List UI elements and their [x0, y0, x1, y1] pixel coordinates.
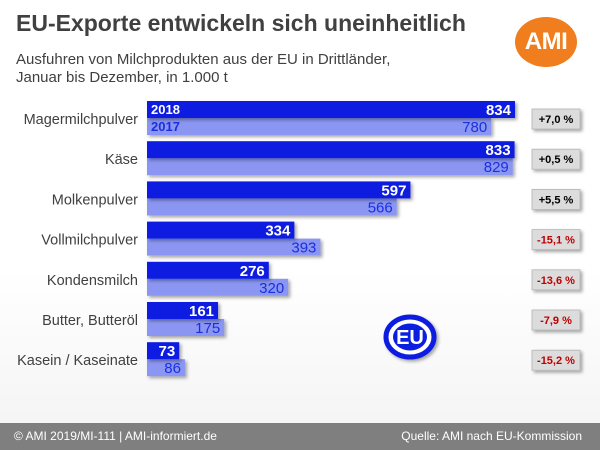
category-label: Molkenpulver: [52, 192, 138, 208]
chart-subtitle-line2: Januar bis Dezember, in 1.000 t: [16, 69, 228, 86]
bar-2018-3: [147, 221, 295, 239]
chart-subtitle-line1: Ausfuhren von Milchprodukten aus der EU …: [16, 51, 391, 68]
bar-2017-4: [147, 278, 289, 296]
bar-2018-5: [147, 302, 219, 319]
change-badge-1: [531, 148, 581, 170]
bar-2018-6: [147, 342, 180, 360]
eu-logo: EU: [383, 314, 437, 360]
value-label-2018: 161: [189, 303, 214, 320]
change-badge-2: [531, 188, 581, 210]
legend-2018: 2018: [151, 102, 180, 117]
change-label: -7,9 %: [540, 315, 572, 327]
bar-2017-3: [147, 238, 321, 256]
change-badge-5: [531, 309, 581, 331]
bar-2018-0: [147, 101, 515, 118]
change-label: +0,5 %: [539, 154, 574, 166]
chart-title: EU-Exporte entwickeln sich uneinheitlich: [16, 10, 466, 36]
ami-logo-text: AMI: [524, 28, 568, 55]
bar-2017-2: [147, 198, 397, 216]
value-label-2017: 829: [484, 159, 509, 176]
value-label-2018: 73: [159, 343, 176, 360]
value-label-2018: 834: [486, 102, 512, 119]
legend-2017: 2017: [151, 119, 180, 134]
bar-2018-1: [147, 141, 515, 159]
change-label: +7,0 %: [539, 114, 574, 126]
bar-2017-1: [147, 158, 513, 176]
bar-2018-2: [147, 181, 411, 199]
value-label-2017: 780: [462, 119, 487, 136]
change-label: +5,5 %: [539, 194, 574, 206]
value-label-2017: 86: [164, 360, 181, 377]
change-label: -15,1 %: [537, 235, 575, 247]
change-label: -15,2 %: [537, 355, 575, 367]
category-label: Käse: [105, 152, 138, 168]
category-label: Kasein / Kaseinate: [17, 353, 138, 369]
change-label: -13,6 %: [537, 275, 575, 287]
change-badge-0: [531, 108, 581, 130]
footer: © AMI 2019/MI-111 | AMI-informiert.de Qu…: [0, 423, 600, 450]
value-label-2018: 276: [240, 263, 265, 280]
value-label-2018: 334: [265, 223, 291, 240]
bar-2018-4: [147, 261, 269, 279]
eu-logo-text: EU: [396, 327, 424, 349]
category-label: Magermilchpulver: [24, 112, 139, 128]
category-label: Kondensmilch: [47, 273, 138, 289]
value-label-2018: 597: [381, 182, 406, 199]
category-label: Butter, Butteröl: [42, 313, 138, 329]
footer-copyright: © AMI 2019/MI-111 | AMI-informiert.de: [14, 429, 217, 443]
footer-source: Quelle: AMI nach EU-Kommission: [401, 429, 582, 443]
ami-logo: AMI: [515, 17, 577, 67]
value-label-2017: 175: [195, 320, 220, 337]
bar-2017-0: [147, 118, 492, 135]
value-label-2017: 320: [259, 280, 284, 297]
change-badge-6: [531, 349, 581, 371]
change-badge-4: [531, 269, 581, 291]
value-label-2017: 566: [368, 199, 393, 216]
category-label: Vollmilchpulver: [41, 233, 138, 249]
bar-2017-5: [147, 319, 225, 336]
value-label-2018: 833: [486, 142, 511, 159]
bar-2017-6: [147, 359, 185, 377]
change-badge-3: [531, 229, 581, 251]
value-label-2017: 393: [291, 240, 316, 257]
